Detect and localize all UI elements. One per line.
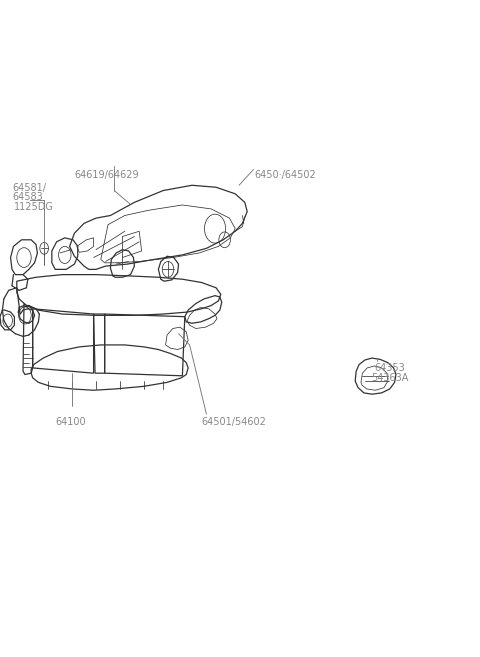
Text: 64100: 64100	[55, 417, 86, 427]
Text: 1125DG: 1125DG	[14, 202, 54, 212]
Text: 64501/54602: 64501/54602	[202, 417, 266, 427]
Text: 64353: 64353	[374, 363, 405, 373]
Text: 64581/: 64581/	[12, 183, 46, 193]
Text: 64583: 64583	[12, 192, 43, 202]
Text: 64619/64629: 64619/64629	[74, 170, 139, 179]
Text: 54363A: 54363A	[372, 373, 409, 383]
Text: 6450·/64502: 6450·/64502	[254, 170, 316, 179]
